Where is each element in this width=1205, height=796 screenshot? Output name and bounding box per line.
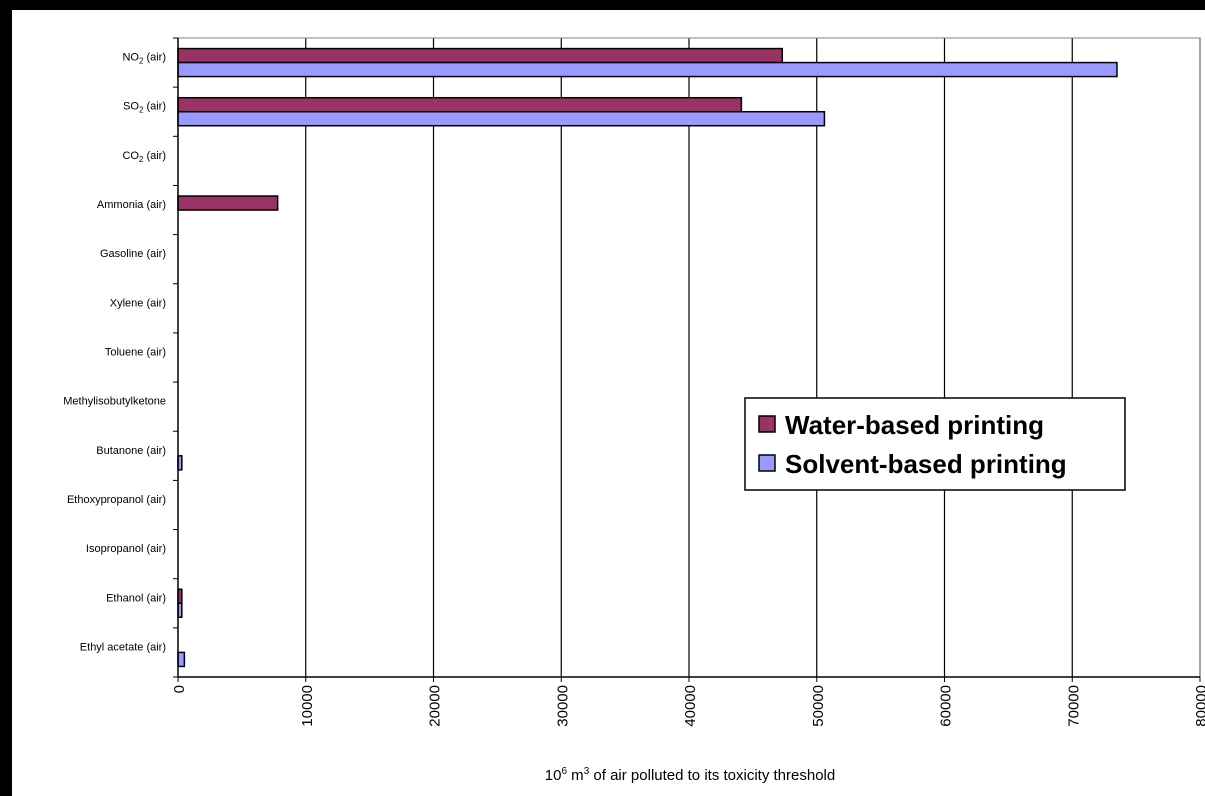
legend: Water-based printing Solvent-based printi…	[744, 397, 1126, 491]
bar-water-based	[177, 47, 784, 64]
x-tick-label: 40000	[682, 685, 699, 727]
bar-solvent-based	[177, 61, 1118, 78]
x-tick-label: 0	[171, 685, 188, 693]
legend-swatch	[758, 415, 776, 433]
category-label: Butanone (air)	[96, 445, 166, 457]
axes	[173, 37, 1201, 682]
bar-solvent-based	[177, 651, 186, 668]
category-label: Ethanol (air)	[106, 592, 166, 604]
category-label: Isopropanol (air)	[86, 543, 166, 555]
category-label: Ethoxypropanol (air)	[67, 494, 166, 506]
x-tick-label: 20000	[427, 685, 444, 727]
x-tick-label: 10000	[299, 685, 316, 727]
x-tick-label: 30000	[554, 685, 571, 727]
category-label: CO2 (air)	[122, 150, 166, 164]
category-label: Xylene (air)	[110, 297, 166, 309]
category-label: Methylisobutylketone	[63, 396, 166, 408]
x-tick-labels: 0 10000 20000 30000 40000 50000 60000 70000 8000…	[171, 685, 1205, 727]
category-label: SO2 (air)	[123, 101, 166, 115]
gridlines	[305, 38, 1201, 677]
bar-water-based	[177, 96, 743, 113]
x-tick-label: 80000	[1193, 685, 1205, 727]
category-label: NO2 (air)	[122, 52, 166, 66]
legend-swatch	[758, 454, 776, 472]
bar-solvent-based	[177, 110, 826, 127]
frame-left-border	[0, 0, 12, 796]
x-tick-label: 50000	[810, 685, 827, 727]
bar-water-based	[177, 195, 279, 211]
legend-label: Solvent-based printing	[785, 449, 1067, 479]
x-tick-label: 60000	[938, 685, 955, 727]
legend-box	[744, 397, 1126, 491]
category-label: Ammonia (air)	[97, 199, 166, 211]
category-label: Ethyl acetate (air)	[80, 641, 166, 653]
x-tick-label: 70000	[1065, 685, 1082, 727]
frame-top-border	[0, 0, 1205, 10]
category-label: Gasoline (air)	[100, 248, 166, 260]
legend-label: Water-based printing	[785, 410, 1044, 440]
category-label: Toluene (air)	[105, 347, 166, 359]
category-labels: NO2 (air) SO2 (air) CO2 (air) Ammonia (air)…	[63, 52, 166, 654]
x-axis-label: 106 m3 of air polluted to its toxicity t…	[545, 766, 835, 784]
bars	[177, 47, 1118, 668]
